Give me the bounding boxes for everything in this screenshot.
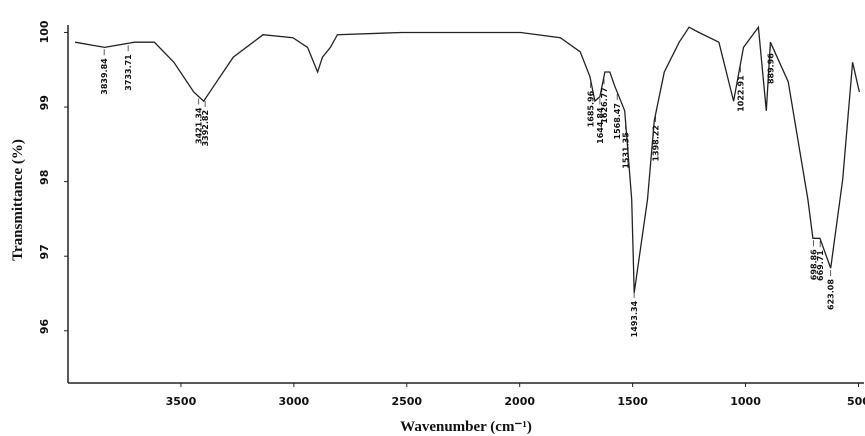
x-axis-title: Wavenumber (cm⁻¹) — [400, 419, 532, 435]
peak-label: 3421.34 — [195, 107, 204, 144]
y-axis-title: Transmittance (%) — [10, 139, 26, 261]
y-tick-label: 97 — [38, 244, 51, 259]
peak-label: 698.86 — [810, 249, 819, 280]
peak-label: 1398.22 — [652, 125, 661, 161]
y-tick-label: 98 — [38, 170, 51, 185]
spectrum-line — [74, 25, 861, 293]
y-tick-label: 99 — [38, 95, 51, 110]
y-tick-label: 100 — [38, 20, 51, 43]
x-tick-label: 2500 — [391, 395, 422, 408]
peak-label: 889.96 — [766, 53, 775, 84]
x-tick-label: 500 — [847, 395, 865, 408]
y-tick-label: 96 — [38, 318, 51, 334]
peak-label: 1568.47 — [613, 103, 622, 139]
x-tick-label: 3000 — [279, 395, 310, 408]
peak-label: 1493.34 — [630, 300, 639, 337]
peak-label: 623.08 — [827, 279, 836, 310]
x-tick-label: 1000 — [730, 395, 761, 408]
peak-label: 669.71 — [816, 250, 825, 281]
peak-label: 1531.35 — [622, 132, 631, 169]
peak-label: 3392.82 — [201, 110, 210, 146]
x-tick-label: 2000 — [504, 395, 535, 408]
peak-label: 1626.77 — [600, 87, 609, 123]
x-tick-label: 1500 — [617, 395, 648, 408]
peak-label: 3733.71 — [124, 54, 133, 91]
x-tick-label: 3500 — [166, 395, 197, 408]
peak-label: 1644.84 — [596, 107, 605, 144]
peak-label: 1022.91 — [736, 75, 745, 112]
peak-label: 1685.96 — [587, 90, 596, 127]
peak-label: 3839.84 — [100, 58, 109, 95]
